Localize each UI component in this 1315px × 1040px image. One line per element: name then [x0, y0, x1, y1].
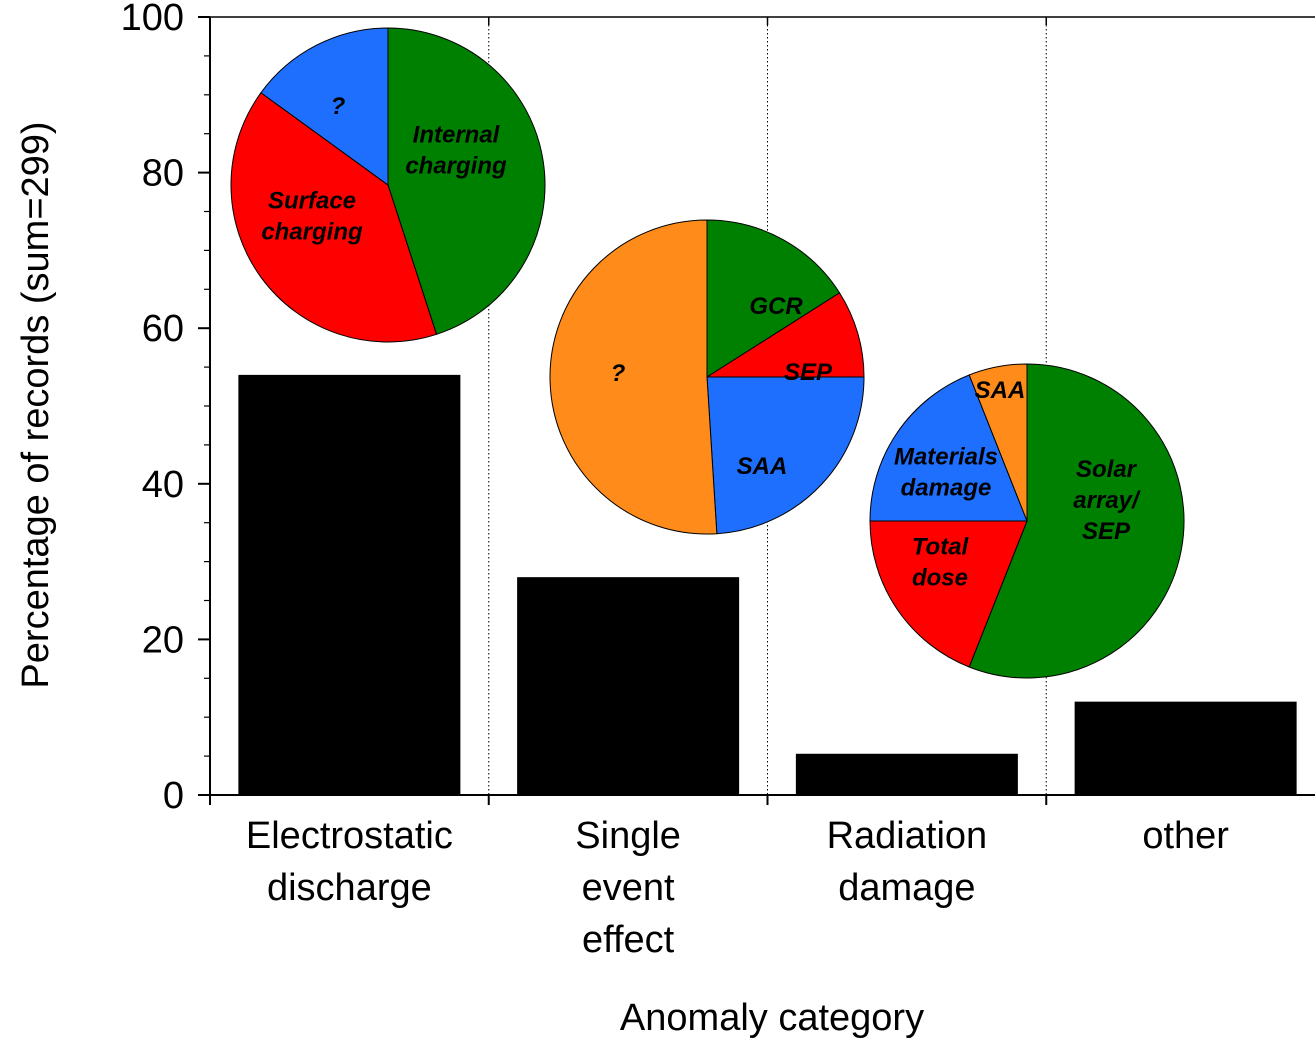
inset-pies: Internal charging Surface charging? GCR SEP SA…: [230, 27, 1185, 679]
pie-slice-label: Materials damage: [894, 444, 998, 502]
bar-3: [1074, 701, 1297, 795]
pie-slice: [869, 374, 1028, 522]
pie-slice-label: SAA: [975, 377, 1026, 404]
pie-slice: [869, 520, 1028, 668]
y-tick-label: 100: [121, 0, 184, 39]
x-category-label: event: [582, 867, 675, 909]
y-tick-label: 60: [142, 308, 184, 350]
x-category-label: damage: [838, 867, 975, 909]
x-axis-title: Anomaly category: [620, 997, 924, 1039]
y-tick-labels: 0 20 40 60 80 100: [121, 0, 184, 817]
bar-0: [238, 374, 461, 795]
pie-slice-label: Total dose: [912, 534, 970, 592]
pie-slice-label: ?: [331, 93, 346, 120]
y-axis-title: Percentage of records (sum=299): [15, 121, 57, 688]
inset-pie-0: Internal charging Surface charging?: [230, 27, 546, 343]
inset-pie-1: GCR SEP SAA?: [549, 219, 865, 535]
pie-slice: [230, 92, 438, 343]
pie-slice: [706, 376, 865, 535]
y-tick-label: 40: [142, 464, 184, 506]
x-category-label: Radiation: [827, 815, 988, 857]
pie-slice-label: Surface charging: [261, 188, 363, 246]
pie-slice: [705, 292, 865, 378]
pie-slice: [968, 363, 1028, 522]
pie-slice-label: GCR: [749, 293, 803, 320]
bar-2: [795, 753, 1018, 795]
pie-slice-label: SEP: [784, 359, 833, 386]
pie-slice: [968, 363, 1185, 679]
pie-slice-label: Solar array/SEP: [1073, 456, 1141, 545]
pie-slice-label: SAA: [737, 453, 788, 480]
pie-slice: [260, 27, 389, 186]
x-category-label: other: [1142, 815, 1229, 857]
y-tick-label: 0: [163, 775, 184, 817]
x-category-label: discharge: [267, 867, 432, 909]
axes: [198, 16, 1315, 805]
x-category-label: Electrostatic: [246, 815, 453, 857]
pie-slice: [387, 27, 546, 335]
y-tick-label: 80: [142, 153, 184, 195]
bars: [238, 374, 1297, 795]
bar-1: [517, 577, 740, 795]
pie-slice-label: Internal charging: [405, 122, 507, 180]
inset-pie-2: Solar array/SEP Total dose Materials damage SA…: [869, 363, 1185, 679]
x-category-labels: Electrostatic discharge Single event effect R…: [246, 815, 1229, 961]
pie-slice-label: ?: [611, 360, 626, 387]
x-category-label: Single: [575, 815, 681, 857]
pie-slice: [706, 219, 841, 378]
x-category-label: effect: [582, 919, 675, 961]
pie-slice: [549, 219, 718, 535]
y-tick-label: 20: [142, 619, 184, 661]
